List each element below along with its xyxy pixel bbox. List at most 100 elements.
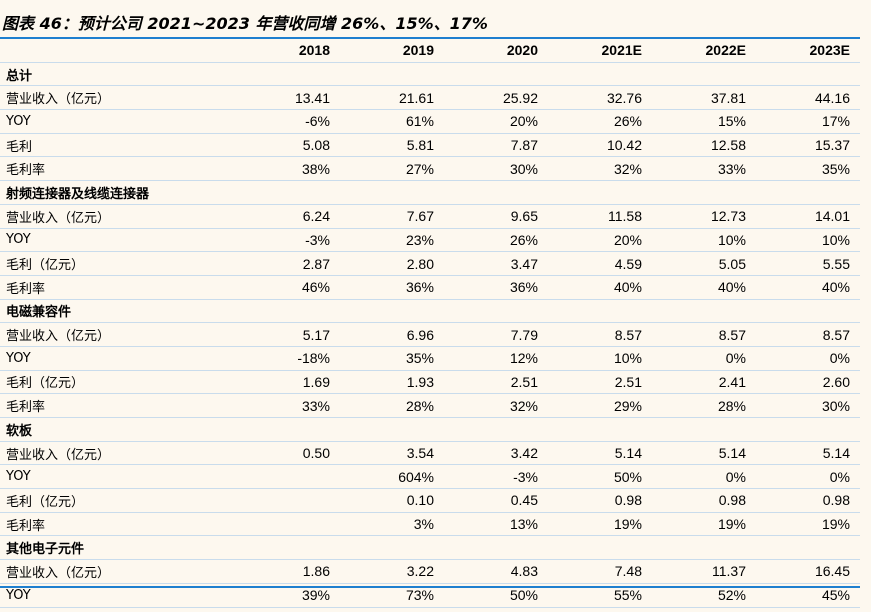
value-cell: 2.60 xyxy=(756,370,860,395)
value-cell: -6% xyxy=(200,109,340,134)
table-row: YOY -3% 23% 26% 20% 10% 10% xyxy=(0,228,860,253)
value-cell: 7.79 xyxy=(444,322,548,347)
table-row: 毛利率 3% 13% 19% 19% 19% xyxy=(0,512,860,537)
table-row: 营业收入（亿元） 6.24 7.67 9.65 11.58 12.73 14.01 xyxy=(0,204,860,229)
value-cell: 13.41 xyxy=(200,85,340,111)
value-cell: 5.08 xyxy=(200,133,340,158)
value-cell: 28% xyxy=(652,393,756,418)
section-title: 其他电子元件 xyxy=(0,535,860,561)
value-cell: 10.42 xyxy=(548,133,652,158)
value-cell: 16.45 xyxy=(756,559,860,584)
value-cell: 5.81 xyxy=(340,133,444,158)
section-row: 电磁兼容件 xyxy=(0,299,860,324)
table-title: 图表 46：预计公司 2021~2023 年营收同增 26%、15%、17% xyxy=(2,14,488,33)
table-row: 毛利率 33% 28% 32% 29% 28% 30% xyxy=(0,393,860,418)
value-cell: 32% xyxy=(548,156,652,182)
table-row: 营业收入（亿元） 1.86 3.22 4.83 7.48 11.37 16.45 xyxy=(0,559,860,584)
value-cell: 5.14 xyxy=(652,441,756,466)
value-cell: 5.17 xyxy=(200,322,340,347)
value-cell: 6.96 xyxy=(340,322,444,347)
value-cell: 0.10 xyxy=(340,488,444,513)
header-cell xyxy=(0,39,200,63)
table-row: 毛利 5.08 5.81 7.87 10.42 12.58 15.37 xyxy=(0,133,860,158)
value-cell: 2.41 xyxy=(652,370,756,395)
value-cell: 19% xyxy=(756,512,860,537)
value-cell: 33% xyxy=(652,156,756,182)
table-row: YOY 604% -3% 50% 0% 0% xyxy=(0,464,860,490)
row-label: YOY xyxy=(0,346,200,371)
value-cell: 30% xyxy=(444,156,548,182)
row-label: 毛利（亿元） xyxy=(0,251,200,276)
value-cell: 14.01 xyxy=(756,204,860,229)
value-cell: 1.86 xyxy=(200,559,340,584)
value-cell: 12.73 xyxy=(652,204,756,229)
value-cell: 35% xyxy=(756,156,860,182)
row-label: 营业收入（亿元） xyxy=(0,322,200,347)
row-label: 营业收入（亿元） xyxy=(0,559,200,584)
value-cell: 8.57 xyxy=(652,322,756,347)
value-cell: 604% xyxy=(340,464,444,490)
value-cell: 3% xyxy=(340,512,444,537)
header-cell: 2022E xyxy=(652,39,756,63)
section-row: 总计 xyxy=(0,62,860,87)
value-cell: 32% xyxy=(444,393,548,418)
table-row: YOY -6% 61% 20% 26% 15% 17% xyxy=(0,109,860,134)
value-cell: 32.76 xyxy=(548,85,652,111)
value-cell: 28% xyxy=(340,393,444,418)
section-title: 总计 xyxy=(0,62,860,87)
value-cell: 4.83 xyxy=(444,559,548,584)
value-cell: 10% xyxy=(548,346,652,371)
value-cell: 10% xyxy=(652,228,756,253)
value-cell: 0.98 xyxy=(652,488,756,513)
value-cell: 36% xyxy=(340,275,444,300)
value-cell: 50% xyxy=(548,464,652,490)
row-label: YOY xyxy=(0,109,200,134)
value-cell: 2.51 xyxy=(548,370,652,395)
value-cell xyxy=(200,512,340,537)
financial-table: 2018 2019 2020 2021E 2022E 2023E 总计 营业收入（… xyxy=(0,39,860,608)
value-cell: 21.61 xyxy=(340,85,444,111)
value-cell: 6.24 xyxy=(200,204,340,229)
value-cell: 36% xyxy=(444,275,548,300)
value-cell: 61% xyxy=(340,109,444,134)
value-cell: 19% xyxy=(548,512,652,537)
value-cell: 35% xyxy=(340,346,444,371)
section-title: 软板 xyxy=(0,417,860,442)
value-cell: 13% xyxy=(444,512,548,537)
value-cell xyxy=(200,488,340,513)
value-cell: 23% xyxy=(340,228,444,253)
section-title: 射频连接器及线缆连接器 xyxy=(0,180,860,205)
value-cell: 20% xyxy=(548,228,652,253)
value-cell: 44.16 xyxy=(756,85,860,111)
value-cell: 0% xyxy=(756,346,860,371)
header-row: 2018 2019 2020 2021E 2022E 2023E xyxy=(0,39,860,63)
value-cell: 7.48 xyxy=(548,559,652,584)
value-cell xyxy=(200,464,340,490)
value-cell: 1.93 xyxy=(340,370,444,395)
table-row: 营业收入（亿元） 5.17 6.96 7.79 8.57 8.57 8.57 xyxy=(0,322,860,347)
table-row: 毛利（亿元） 0.10 0.45 0.98 0.98 0.98 xyxy=(0,488,860,513)
section-title: 电磁兼容件 xyxy=(0,299,860,324)
table-row: 毛利率 46% 36% 36% 40% 40% 40% xyxy=(0,275,860,300)
value-cell: 8.57 xyxy=(548,322,652,347)
value-cell: 3.42 xyxy=(444,441,548,466)
value-cell: 0.50 xyxy=(200,441,340,466)
row-label: 毛利率 xyxy=(0,275,200,300)
row-label: 毛利（亿元） xyxy=(0,488,200,513)
row-label: 营业收入（亿元） xyxy=(0,85,200,111)
value-cell: 40% xyxy=(548,275,652,300)
row-label: 营业收入（亿元） xyxy=(0,204,200,229)
value-cell: 3.22 xyxy=(340,559,444,584)
value-cell: 30% xyxy=(756,393,860,418)
table-row: 毛利率 38% 27% 30% 32% 33% 35% xyxy=(0,156,860,182)
value-cell: 11.58 xyxy=(548,204,652,229)
value-cell: 20% xyxy=(444,109,548,134)
value-cell: 3.47 xyxy=(444,251,548,276)
value-cell: 7.87 xyxy=(444,133,548,158)
value-cell: 0% xyxy=(756,464,860,490)
value-cell: 26% xyxy=(548,109,652,134)
header-cell: 2020 xyxy=(444,39,548,63)
value-cell: 9.65 xyxy=(444,204,548,229)
row-label: YOY xyxy=(0,228,200,253)
value-cell: 1.69 xyxy=(200,370,340,395)
